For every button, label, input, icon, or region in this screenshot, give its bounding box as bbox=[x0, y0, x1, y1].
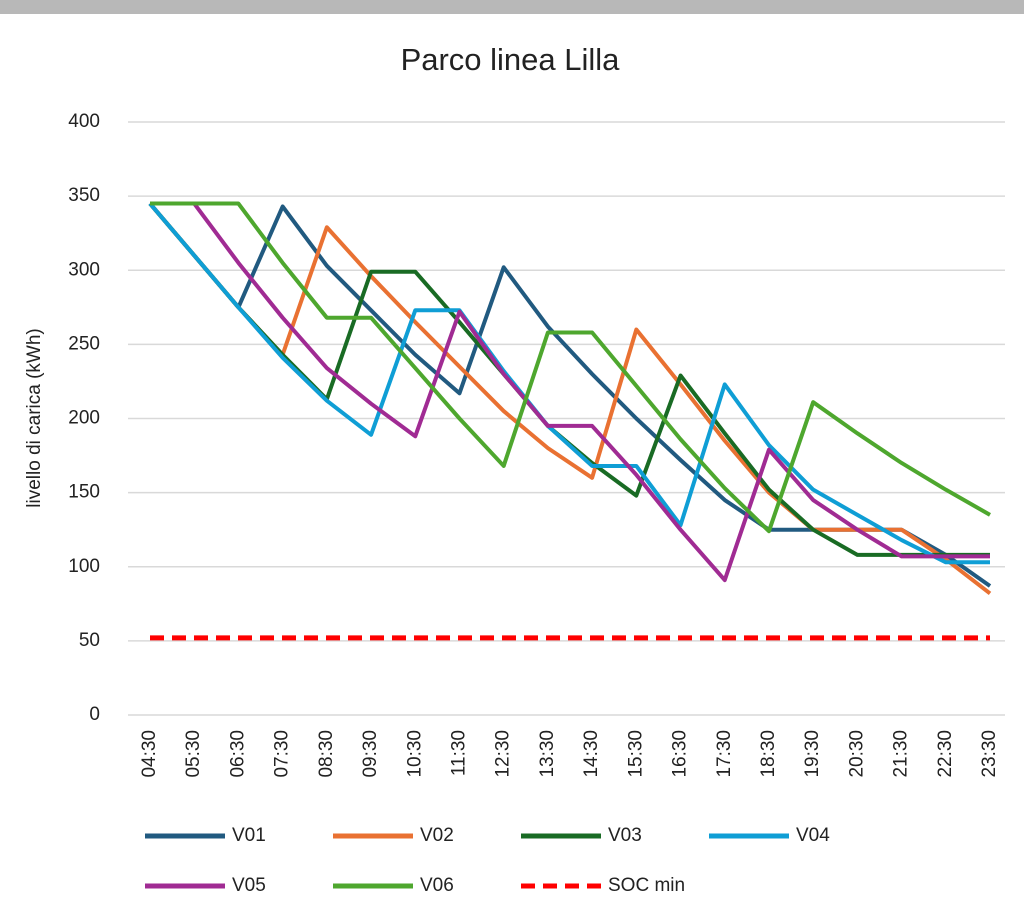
legend-label: V04 bbox=[796, 825, 830, 846]
x-tick-label: 07:30 bbox=[272, 730, 293, 778]
legend-label: SOC min bbox=[608, 875, 685, 896]
legend-label: V01 bbox=[232, 825, 266, 846]
y-tick-label: 400 bbox=[68, 111, 100, 132]
x-tick-label: 17:30 bbox=[714, 730, 735, 778]
chart-title: Parco linea Lilla bbox=[401, 42, 621, 77]
top-band bbox=[0, 0, 1024, 14]
series-line bbox=[150, 204, 990, 532]
x-tick-label: 10:30 bbox=[404, 730, 425, 778]
chart: Parco linea Lilla livello di carica (kWh… bbox=[0, 0, 1024, 909]
legend-label: V06 bbox=[420, 875, 454, 896]
y-tick-label: 300 bbox=[68, 259, 100, 280]
x-tick-label: 20:30 bbox=[846, 730, 867, 778]
legend-label: V03 bbox=[608, 825, 642, 846]
x-tick-label: 12:30 bbox=[493, 730, 514, 778]
x-tick-label: 08:30 bbox=[316, 730, 337, 778]
x-tick-label: 23:30 bbox=[979, 730, 1000, 778]
x-tick-label: 21:30 bbox=[891, 730, 912, 778]
x-tick-label: 11:30 bbox=[448, 730, 469, 776]
series-line bbox=[150, 204, 990, 581]
x-tick-label: 06:30 bbox=[227, 730, 248, 778]
legend-label: V05 bbox=[232, 875, 266, 896]
x-tick-label: 18:30 bbox=[758, 730, 779, 778]
series-line bbox=[150, 204, 990, 563]
y-tick-label: 0 bbox=[89, 704, 100, 725]
x-tick-label: 22:30 bbox=[935, 730, 956, 778]
y-tick-label: 100 bbox=[68, 556, 100, 577]
x-tick-label: 14:30 bbox=[581, 730, 602, 778]
y-tick-label: 50 bbox=[79, 630, 100, 651]
x-tick-label: 19:30 bbox=[802, 730, 823, 778]
x-tick-label: 15:30 bbox=[625, 730, 646, 778]
x-tick-label: 05:30 bbox=[183, 730, 204, 778]
x-tick-label: 09:30 bbox=[360, 730, 381, 778]
x-tick-label: 04:30 bbox=[139, 730, 160, 778]
y-axis-label: livello di carica (kWh) bbox=[24, 328, 45, 507]
x-tick-label: 16:30 bbox=[670, 730, 691, 778]
y-tick-label: 200 bbox=[68, 408, 100, 429]
y-tick-label: 350 bbox=[68, 185, 100, 206]
legend-label: V02 bbox=[420, 825, 454, 846]
y-tick-label: 150 bbox=[68, 482, 100, 503]
x-tick-label: 13:30 bbox=[537, 730, 558, 778]
y-tick-label: 250 bbox=[68, 333, 100, 354]
